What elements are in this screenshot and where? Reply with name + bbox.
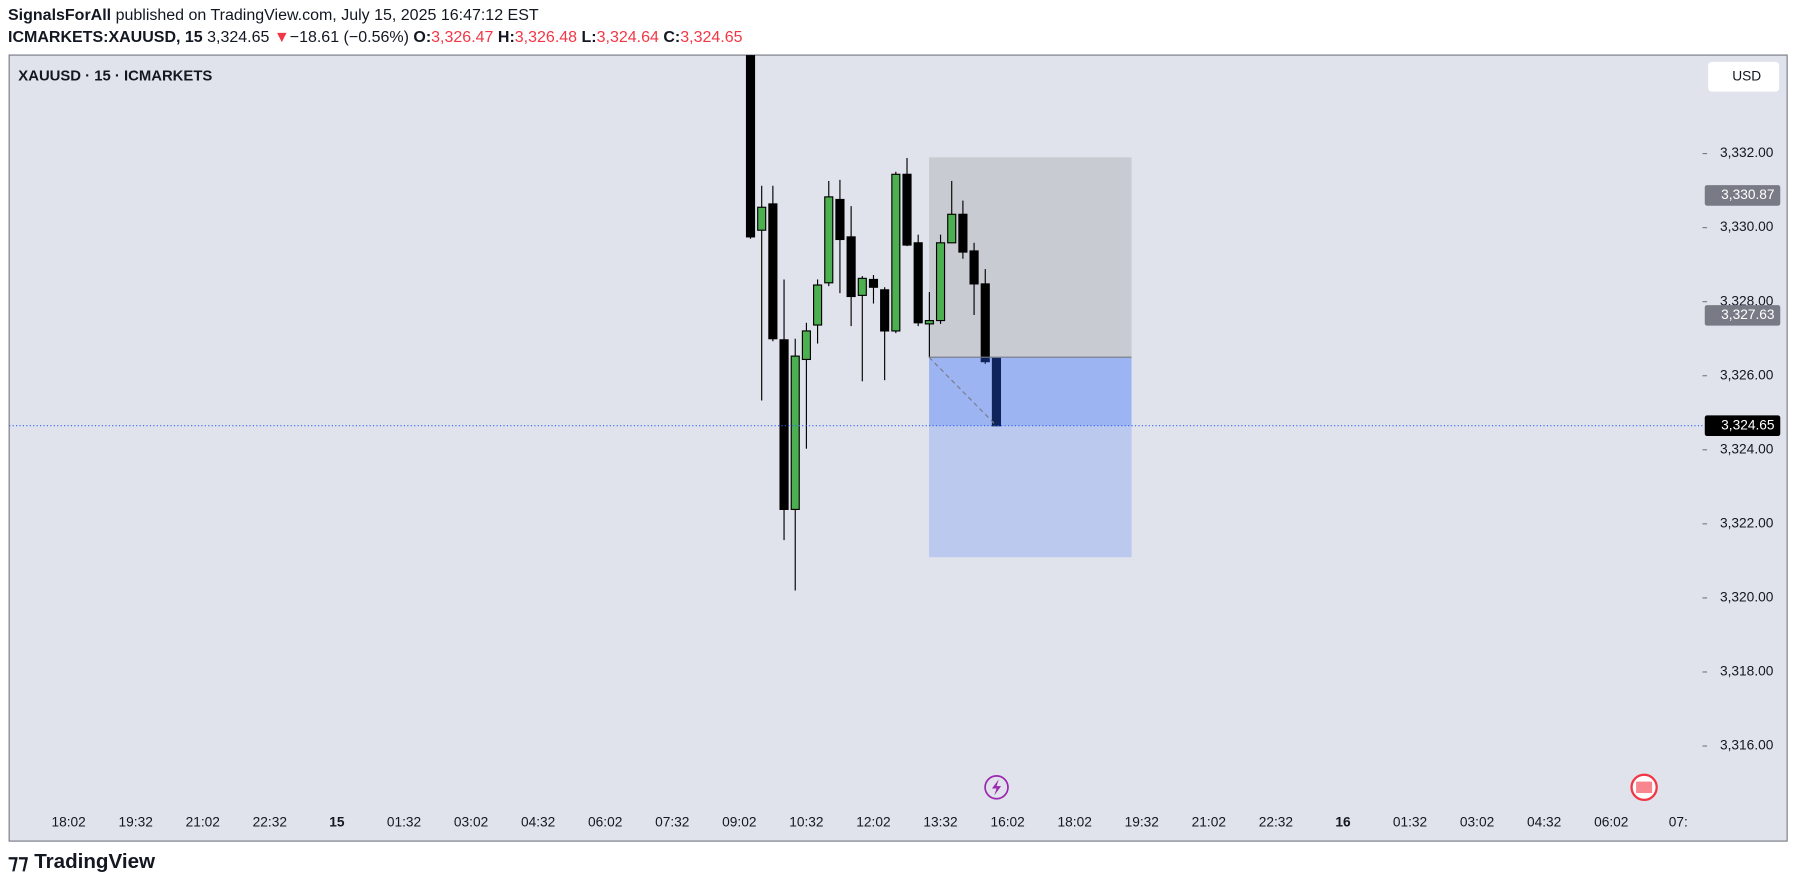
y-tick-label: 3,332.00 bbox=[1720, 145, 1774, 160]
currency-button[interactable] bbox=[1708, 61, 1780, 92]
low-label: L: bbox=[582, 29, 597, 46]
x-tick-label: 01:32 bbox=[1393, 814, 1427, 829]
x-tick-label: 04:32 bbox=[521, 814, 555, 829]
symbol: ICMARKETS:XAUUSD, 15 bbox=[8, 29, 203, 46]
candle-body bbox=[868, 278, 879, 288]
open-pnl-zone bbox=[929, 357, 1132, 426]
candle-body bbox=[835, 198, 845, 241]
candle-body bbox=[913, 242, 923, 324]
x-tick-label: 21:02 bbox=[1192, 814, 1226, 829]
plot bbox=[9, 55, 1703, 591]
candle-body bbox=[768, 203, 778, 340]
candle-body bbox=[813, 284, 823, 326]
change-arrow: ▼ bbox=[274, 29, 290, 46]
x-tick-label: 01:32 bbox=[387, 814, 421, 829]
x-tick-label: 06:02 bbox=[1594, 814, 1628, 829]
x-tick-label: 04:32 bbox=[1527, 814, 1561, 829]
x-tick-label: 22:32 bbox=[253, 814, 287, 829]
chart-frame bbox=[8, 54, 1788, 842]
low-value: 3,324.64 bbox=[597, 29, 659, 46]
high-label: H: bbox=[498, 29, 515, 46]
price-label: 3,330.87 bbox=[1721, 187, 1774, 202]
x-tick-label: 16 bbox=[1335, 814, 1351, 829]
x-tick-label: 18:02 bbox=[51, 814, 85, 829]
candle-body bbox=[991, 357, 1002, 427]
open-value: 3,326.47 bbox=[431, 29, 493, 46]
x-tick-label: 19:32 bbox=[119, 814, 153, 829]
x-tick-label: 21:02 bbox=[186, 814, 220, 829]
candle-body bbox=[857, 277, 867, 296]
x-tick-label: 12:02 bbox=[856, 814, 890, 829]
x-tick-label: 07: bbox=[1669, 814, 1688, 829]
footer-brand: TradingView bbox=[34, 850, 156, 873]
close-value: 3,324.65 bbox=[680, 29, 742, 46]
candle-body bbox=[846, 236, 856, 298]
candle-body bbox=[745, 55, 756, 238]
candle-body bbox=[902, 173, 912, 246]
x-tick-label: 18:02 bbox=[1058, 814, 1092, 829]
price-label-bg bbox=[1704, 305, 1781, 326]
candle-body bbox=[757, 206, 767, 231]
publisher: SignalsForAll bbox=[8, 7, 111, 24]
candle-body bbox=[891, 173, 901, 332]
y-tick-label: 3,316.00 bbox=[1720, 738, 1774, 753]
candle-body bbox=[924, 319, 934, 325]
change: −18.61 (−0.56%) bbox=[290, 29, 409, 46]
y-tick-label: 3,326.00 bbox=[1720, 367, 1774, 382]
open-label: O: bbox=[413, 29, 431, 46]
price-label-bg bbox=[1704, 185, 1781, 206]
close-label: C: bbox=[663, 29, 680, 46]
header-line-2: ICMARKETS:XAUUSD, 15 3,324.65 ▼−18.61 (−… bbox=[8, 29, 743, 46]
legend: XAUUSD · 15 · ICMARKETS bbox=[18, 69, 212, 85]
candle-body bbox=[801, 330, 811, 361]
candle-body bbox=[935, 242, 946, 322]
x-tick-label: 07:32 bbox=[655, 814, 689, 829]
candle-body bbox=[947, 213, 957, 244]
y-tick-label: 3,328.00 bbox=[1720, 293, 1774, 308]
footer-logo: ⁊⁊ TradingView bbox=[8, 850, 156, 873]
flag bbox=[1636, 781, 1653, 794]
x-tick-label: 09:02 bbox=[722, 814, 756, 829]
target-zone bbox=[929, 357, 1132, 558]
x-tick-label: 10:32 bbox=[789, 814, 823, 829]
axes: 3,316.00 3,318.00 3,320.00 3,322.00 3,324.00… bbox=[51, 145, 1781, 829]
x-tick-label: 15 bbox=[329, 814, 345, 829]
y-tick-label: 3,320.00 bbox=[1720, 590, 1774, 605]
x-tick-label: 19:32 bbox=[1125, 814, 1159, 829]
price-label-bg bbox=[1704, 415, 1781, 437]
price-label: 3,327.63 bbox=[1721, 307, 1775, 322]
y-tick-label: 3,318.00 bbox=[1720, 664, 1774, 679]
high-value: 3,326.48 bbox=[515, 29, 577, 46]
y-tick-label: 3,322.00 bbox=[1720, 515, 1774, 530]
candle-body bbox=[969, 250, 979, 285]
currency[interactable]: USD bbox=[1732, 68, 1761, 83]
x-tick-label: 13:32 bbox=[923, 814, 957, 829]
candle-body bbox=[980, 283, 990, 363]
candle-body bbox=[779, 339, 789, 510]
published: published on TradingView.com, July 15, 2… bbox=[116, 7, 539, 24]
x-tick-label: 22:32 bbox=[1259, 814, 1293, 829]
price-label: 3,324.65 bbox=[1721, 417, 1775, 432]
y-tick-label: 3,324.00 bbox=[1720, 441, 1774, 456]
candle-body bbox=[790, 355, 800, 510]
y-tick-label: 3,330.00 bbox=[1720, 219, 1774, 234]
x-tick-label: 06:02 bbox=[588, 814, 622, 829]
x-tick-label: 03:02 bbox=[1460, 814, 1494, 829]
event-icon[interactable] bbox=[984, 775, 1009, 800]
last-price: 3,324.65 bbox=[207, 29, 269, 46]
stop-zone bbox=[929, 157, 1132, 358]
candle-body bbox=[824, 196, 834, 284]
candle-body bbox=[958, 213, 968, 253]
x-tick-label: 03:02 bbox=[454, 814, 488, 829]
header-line-1: SignalsForAll published on TradingView.c… bbox=[8, 7, 539, 24]
candle-body bbox=[880, 289, 890, 332]
x-tick-label: 16:02 bbox=[990, 814, 1024, 829]
event-bolt bbox=[991, 779, 1002, 796]
